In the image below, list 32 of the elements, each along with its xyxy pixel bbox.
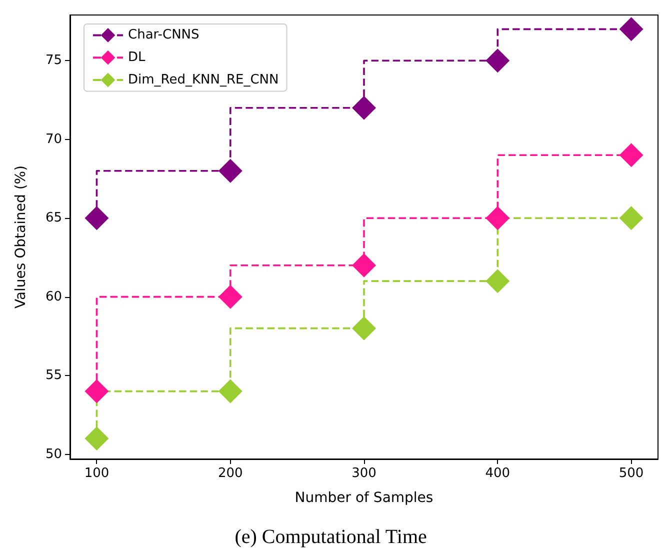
text: (e) Computational Time bbox=[234, 526, 428, 548]
legend-label: DL bbox=[128, 50, 146, 66]
point bbox=[84, 426, 109, 451]
y-tick-label: 65 bbox=[45, 210, 62, 226]
point bbox=[218, 379, 242, 404]
legend-label: Dim_Red_KNN_RE_CNN bbox=[128, 72, 279, 88]
point bbox=[352, 253, 376, 278]
point bbox=[486, 269, 510, 294]
y-axis-title: Values Obtained (%) bbox=[13, 165, 29, 309]
point bbox=[486, 48, 510, 73]
x-tick-label: 300 bbox=[352, 466, 376, 481]
point bbox=[619, 143, 644, 168]
x-tick-label: 500 bbox=[618, 466, 644, 481]
y-tick-label: 70 bbox=[45, 132, 62, 147]
point bbox=[352, 316, 376, 340]
x-tick-label: 400 bbox=[485, 466, 510, 481]
point bbox=[486, 206, 510, 230]
point bbox=[84, 379, 109, 404]
y-tick-label: 55 bbox=[45, 368, 62, 384]
point bbox=[218, 284, 242, 309]
point bbox=[352, 96, 376, 120]
y-tick-label: 50 bbox=[45, 446, 62, 462]
x-tick-label: 200 bbox=[218, 466, 243, 481]
x-axis-title: Number of Samples bbox=[294, 490, 434, 506]
point bbox=[218, 158, 242, 183]
point bbox=[619, 206, 644, 230]
point bbox=[84, 206, 109, 230]
y-tick-label: 75 bbox=[45, 53, 62, 68]
legend-label: Char-CNNS bbox=[128, 28, 200, 43]
point bbox=[619, 17, 644, 42]
x-tick-label: 100 bbox=[84, 466, 110, 481]
y-tick-label: 60 bbox=[45, 289, 62, 304]
